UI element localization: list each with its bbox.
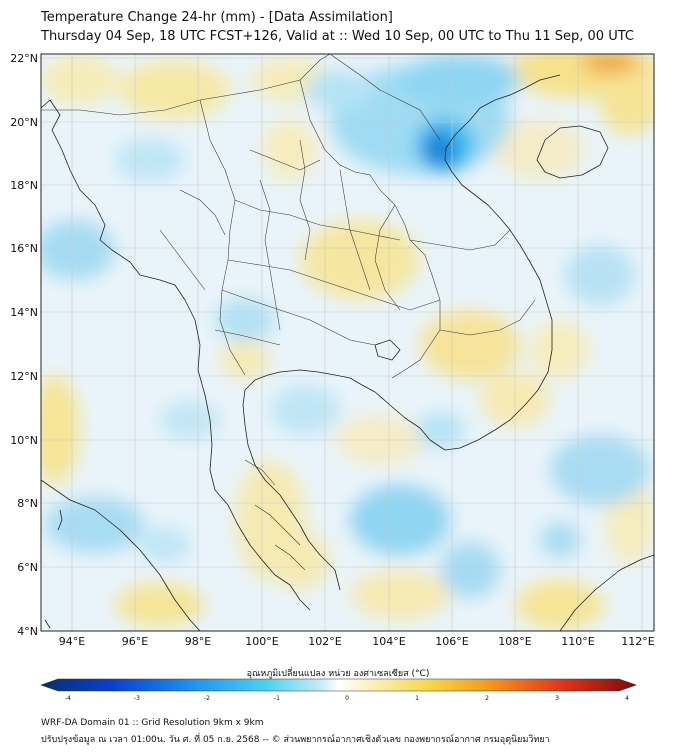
lat-label-8: 8°N: [17, 497, 38, 510]
lon-label-108: 108°E: [498, 635, 531, 648]
colorbar-ticks: -4 -3 -2 -1 0 1 2 3 4: [65, 695, 629, 702]
cb-tick-m4: -4: [65, 695, 71, 702]
colorbar: -4 -3 -2 -1 0 1 2 3 4: [40, 678, 637, 702]
coastlines: [41, 74, 654, 631]
latitude-axis: 22°N 20°N 18°N 16°N 14°N 12°N 10°N 8°N 6…: [10, 52, 38, 638]
lat-label-4: 4°N: [17, 625, 38, 638]
lon-label-100: 100°E: [245, 635, 278, 648]
lon-label-106: 106°E: [435, 635, 468, 648]
lon-label-112: 112°E: [621, 635, 654, 648]
cb-tick-4: 4: [625, 695, 629, 702]
lon-label-102: 102°E: [308, 635, 341, 648]
cb-tick-m2: -2: [204, 695, 210, 702]
lat-label-22: 22°N: [10, 52, 38, 65]
footer-credits: ปรับปรุงข้อมูล ณ เวลา 01:00น. วัน ศ. ที่…: [41, 735, 550, 745]
cb-tick-2: 2: [485, 695, 489, 702]
map-subtitle: Thursday 04 Sep, 18 UTC FCST+126, Valid …: [41, 29, 634, 44]
lat-label-18: 18°N: [10, 179, 38, 192]
cb-tick-m3: -3: [134, 695, 140, 702]
cb-tick-m1: -1: [274, 695, 280, 702]
lon-label-104: 104°E: [372, 635, 405, 648]
cb-tick-3: 3: [555, 695, 559, 702]
graticule: [41, 54, 654, 631]
lat-label-10: 10°N: [10, 434, 38, 447]
lat-label-6: 6°N: [17, 561, 38, 574]
lon-label-110: 110°E: [561, 635, 594, 648]
lon-label-96: 96°E: [122, 635, 148, 648]
colorbar-label: อุณหภูมิเปลี่ยนแปลง หน่วย องศาเซลเซียส (…: [246, 669, 430, 679]
colorbar-ramp: [40, 678, 637, 692]
lon-label-94: 94°E: [59, 635, 85, 648]
map-title: Temperature Change 24-hr (mm) - [Data As…: [41, 10, 393, 25]
lat-label-14: 14°N: [10, 306, 38, 319]
lat-label-16: 16°N: [10, 242, 38, 255]
lat-label-12: 12°N: [10, 370, 38, 383]
temperature-field: [41, 54, 654, 631]
footer-model-info: WRF-DA Domain 01 :: Grid Resolution 9km …: [41, 718, 264, 728]
borders: [41, 54, 536, 571]
cb-tick-0: 0: [345, 695, 349, 702]
plot-frame: [40, 53, 655, 632]
longitude-axis: 94°E 96°E 98°E 100°E 102°E 104°E 106°E 1…: [59, 635, 655, 648]
cb-tick-1: 1: [415, 695, 419, 702]
lon-label-98: 98°E: [185, 635, 211, 648]
lat-label-20: 20°N: [10, 116, 38, 129]
